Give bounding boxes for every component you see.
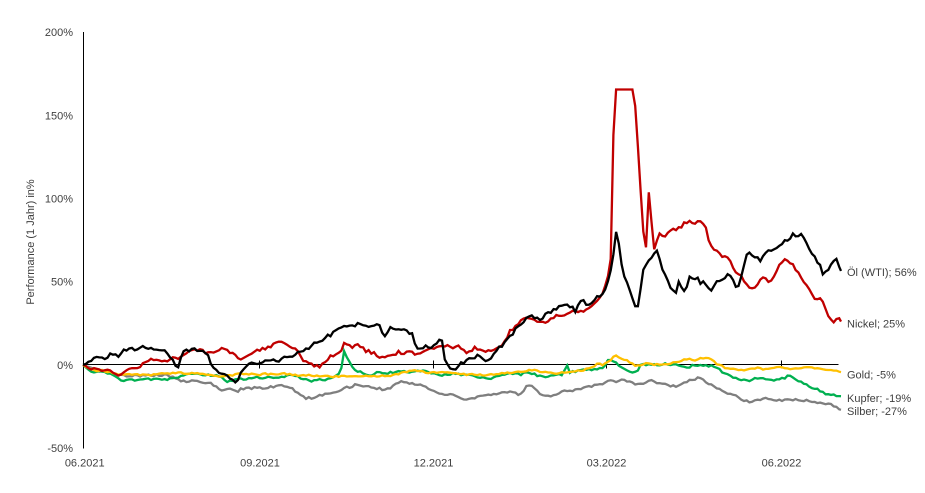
svg-text:09.2021: 09.2021 (240, 458, 280, 470)
svg-text:03.2022: 03.2022 (587, 458, 627, 470)
svg-text:12.2021: 12.2021 (414, 458, 454, 470)
svg-text:0%: 0% (57, 360, 73, 372)
svg-text:06.2022: 06.2022 (762, 458, 802, 470)
svg-text:200%: 200% (45, 27, 73, 39)
svg-text:150%: 150% (45, 110, 73, 122)
svg-text:Nickel; 25%: Nickel; 25% (847, 318, 905, 330)
svg-text:Silber; -27%: Silber; -27% (847, 406, 907, 418)
svg-text:Kupfer; -19%: Kupfer; -19% (847, 393, 911, 405)
svg-text:100%: 100% (45, 194, 73, 206)
svg-text:Gold; -5%: Gold; -5% (847, 369, 896, 381)
svg-text:50%: 50% (51, 277, 73, 289)
svg-text:Performance (1 Jahr) in%: Performance (1 Jahr) in% (25, 179, 37, 305)
svg-text:-50%: -50% (47, 443, 73, 455)
svg-text:Öl (WTI); 56%: Öl (WTI); 56% (847, 267, 917, 279)
svg-text:06.2021: 06.2021 (65, 458, 105, 470)
